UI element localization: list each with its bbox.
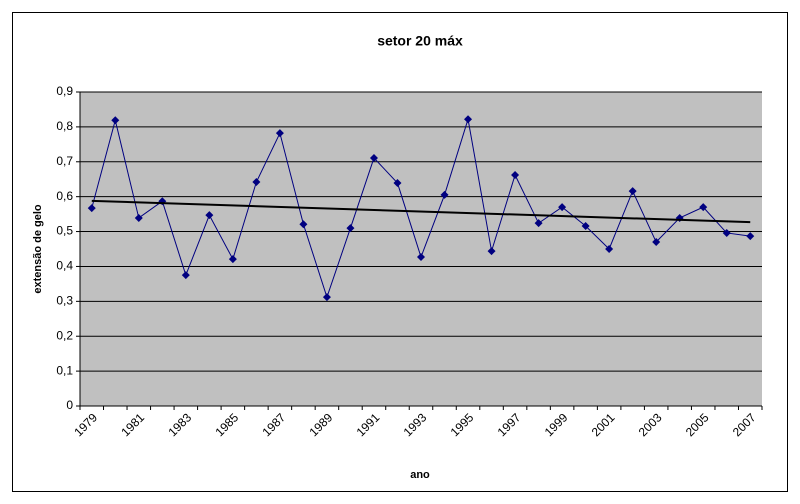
chart-title: setor 20 máx	[377, 33, 463, 49]
data-point	[464, 115, 473, 124]
data-point	[581, 221, 590, 230]
y-tick-label: 0,7	[56, 154, 73, 168]
data-point	[205, 211, 214, 220]
data-point	[605, 245, 614, 253]
y-tick-label: 0,5	[56, 224, 73, 238]
data-point	[746, 232, 755, 241]
data-point	[558, 203, 567, 212]
data-point	[275, 129, 284, 138]
data-point	[652, 238, 661, 247]
data-point	[722, 228, 731, 237]
y-tick-label: 0,6	[56, 189, 73, 203]
data-point	[369, 153, 378, 162]
y-tick-label: 0,4	[56, 259, 73, 273]
data-point	[87, 204, 96, 213]
data-point	[346, 224, 355, 233]
trend-line	[91, 199, 751, 224]
data-point	[534, 219, 543, 228]
data-point	[181, 271, 190, 280]
data-point	[628, 187, 637, 196]
y-tick-label: 0,9	[56, 84, 73, 98]
y-axis-label: extensão de gelo	[32, 204, 44, 294]
data-point	[252, 178, 261, 187]
data-point	[134, 213, 143, 222]
y-tick-label: 0,2	[56, 328, 73, 342]
data-point	[487, 247, 496, 256]
data-point	[228, 255, 237, 264]
data-point	[417, 253, 425, 262]
y-tick-label: 0,1	[56, 363, 73, 377]
plot-area	[80, 92, 762, 406]
x-axis-label: ano	[410, 469, 430, 481]
data-point	[322, 293, 331, 302]
data-point	[699, 203, 708, 212]
data-point	[440, 190, 449, 199]
y-tick-label: 0,8	[56, 119, 73, 133]
data-point	[511, 171, 520, 180]
data-point	[393, 179, 402, 188]
data-point	[299, 220, 308, 229]
y-tick-label: 0	[66, 398, 73, 412]
y-tick-label: 0,3	[56, 294, 73, 308]
data-point	[111, 116, 120, 125]
